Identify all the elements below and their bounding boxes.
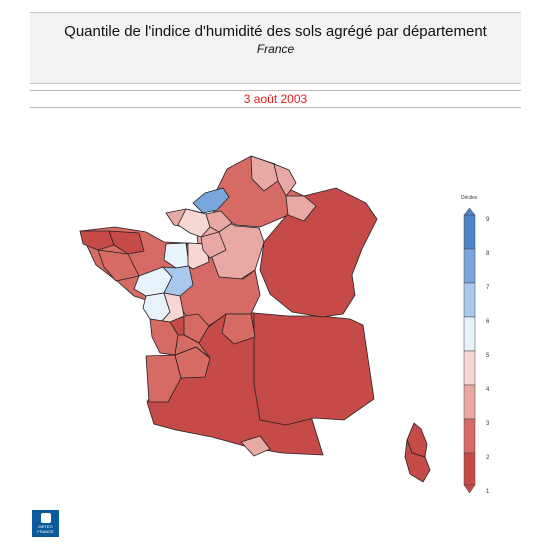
logo-mark-icon bbox=[40, 513, 51, 523]
southeast-region bbox=[253, 312, 375, 426]
legend-tick-4: 4 bbox=[486, 387, 490, 393]
title-panel: Quantile de l'indice d'humidité des sols… bbox=[30, 12, 521, 84]
logo-line-1: METEO bbox=[38, 524, 53, 529]
map-subtitle: France bbox=[256, 42, 295, 56]
department-ardennes bbox=[273, 163, 297, 197]
legend-scale bbox=[463, 207, 476, 494]
department-bretagne-coastal bbox=[79, 230, 115, 251]
east-region bbox=[259, 187, 378, 318]
department-vienne bbox=[183, 313, 210, 344]
map-date: 3 août 2003 bbox=[243, 92, 308, 106]
department-allier bbox=[221, 313, 256, 345]
legend-tick-5: 5 bbox=[486, 353, 490, 359]
department-gironde bbox=[145, 354, 182, 403]
department-pyrenees-orientales bbox=[240, 435, 271, 457]
legend-tick-9: 9 bbox=[486, 217, 490, 223]
department-eure-et-loir bbox=[200, 231, 227, 259]
map-title: Quantile de l'indice d'humidité des sols… bbox=[64, 23, 487, 40]
logo-line-2: FRANCE bbox=[37, 529, 54, 534]
department-aisne bbox=[250, 155, 279, 192]
legend-tick-2: 2 bbox=[486, 455, 490, 461]
department-bretagne-south bbox=[97, 249, 140, 282]
legend-title: Déciles bbox=[461, 195, 478, 201]
department-bretagne-inland bbox=[108, 230, 145, 255]
department-maine-et-loire bbox=[162, 265, 194, 297]
department-eure bbox=[205, 210, 233, 233]
france-map bbox=[79, 155, 431, 483]
legend-tick-8: 8 bbox=[486, 251, 490, 257]
legend-tick-3: 3 bbox=[486, 421, 490, 427]
corsica-south bbox=[404, 439, 431, 483]
meteo-france-logo: METEO FRANCE bbox=[32, 510, 59, 537]
department-haute-vienne bbox=[174, 334, 211, 359]
department-moselle bbox=[285, 195, 317, 222]
legend-tick-6: 6 bbox=[486, 319, 490, 325]
legend-tick-1: 1 bbox=[486, 489, 490, 495]
legend-tick-7: 7 bbox=[486, 285, 490, 291]
date-panel: 3 août 2003 bbox=[30, 90, 521, 108]
